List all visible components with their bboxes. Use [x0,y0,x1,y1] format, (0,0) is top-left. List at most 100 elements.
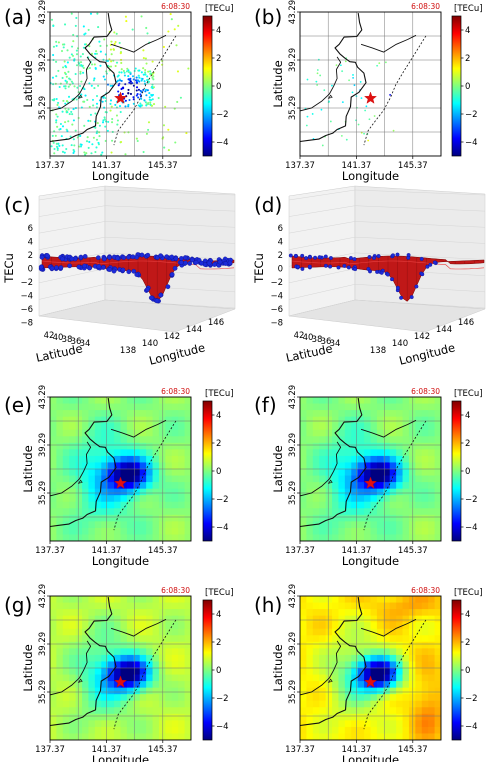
heat-cell [69,700,77,708]
heat-cell [428,668,436,676]
heat-cell [184,508,191,516]
heat-cell [344,501,352,509]
heat-cell [421,615,429,623]
heat-cell [120,521,128,529]
heat-cell [319,501,327,509]
heat-cell [332,442,340,450]
heat-cell [364,668,372,676]
heat-cell [376,534,384,541]
heat-cell [402,449,410,457]
data-point [340,134,343,137]
data-point [57,69,60,72]
heat-cell [178,733,186,740]
heat-cell [408,596,416,604]
panel-label: (d) [254,193,282,217]
heat-cell [94,609,102,617]
heat-cell [94,416,102,424]
data-point [118,78,121,81]
heat-cell [306,475,314,483]
heat-cell [184,397,191,405]
heat-cell [332,596,340,604]
heat-cell [370,436,378,444]
heat-cell [408,514,416,522]
heat-cell [152,449,160,457]
heat-cell [82,654,90,663]
heat-cell [364,726,372,735]
heat-cell [107,615,115,623]
heat-cell [338,469,346,477]
heat-cell [357,681,365,689]
heat-cell [434,609,441,617]
heat-cell [152,462,160,470]
z-tick-label: −6 [270,305,283,315]
z-tick-label: 4 [278,238,283,248]
heat-cell [408,687,416,695]
heat-cell [434,508,441,516]
heat-cell [300,674,308,682]
heat-cell [133,397,141,405]
heat-cell [171,641,179,649]
data-point [91,98,95,101]
heat-cell [364,423,372,431]
data-point [177,24,180,27]
data-point [136,92,139,96]
epicenter-star-icon [114,476,127,489]
data-point [144,68,147,72]
heat-cell [184,726,191,735]
heat-cell [88,488,96,496]
heat-cell [184,442,191,450]
wall-grid [288,284,356,300]
heat-cell [88,700,96,708]
heat-cell [306,495,314,503]
colorbar-tick-label: 4 [216,610,221,620]
heat-cell [75,501,83,509]
heat-cell [94,615,102,623]
data-point [151,98,154,101]
heat-cell [434,482,441,490]
data-point [129,92,133,96]
heat-cell [396,482,404,490]
data-point [66,61,69,64]
heat-cell [146,508,154,516]
heat-cell [434,521,441,529]
heat-cell [171,508,179,516]
data-point [79,145,83,148]
heat-cell [75,442,83,450]
heat-cell [383,635,391,643]
data-point [95,50,98,53]
heat-cell [69,501,77,509]
heat-cell [120,681,128,689]
heat-cell [389,469,397,477]
data-point [97,84,100,87]
heat-cell [69,429,77,437]
heat-cell [62,403,70,411]
heat-cell [133,661,141,669]
heat-cell [325,726,333,735]
heat-cell [101,442,109,450]
heat-cell [75,521,83,529]
heat-cell [306,648,314,656]
data-point [127,131,130,134]
panel-label: (c) [4,193,31,217]
y-tick-label: 43.29 [38,584,48,608]
heat-cell [300,694,308,702]
coastline-west [50,640,92,696]
heat-cell [120,694,128,702]
time-label: 6:08:30 [161,387,190,396]
epicenter-star-icon [364,675,377,688]
data-point [61,150,64,153]
heat-cell [428,469,436,477]
wall-grid [104,221,236,228]
heat-cell [165,423,173,431]
heat-cell [338,726,346,735]
heat-cell [332,694,340,702]
observation-point [390,277,394,282]
heat-cell [428,423,436,431]
heat-cell [139,596,147,604]
heat-cell [69,694,77,702]
heat-cell [396,687,404,695]
data-point [311,113,314,115]
heat-cell [415,654,423,663]
data-point [91,143,94,146]
data-point [50,145,53,148]
